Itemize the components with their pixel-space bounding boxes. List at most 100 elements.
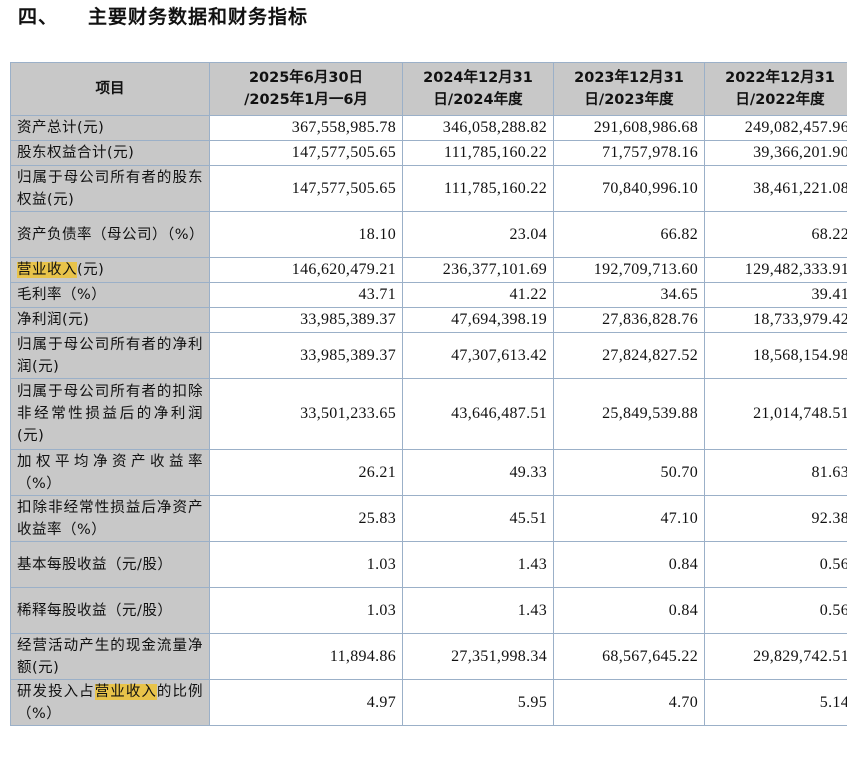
cell-value: 27,824,827.52 [553, 332, 705, 379]
header-item: 项目 [10, 62, 210, 116]
cell-value: 4.70 [553, 679, 705, 726]
table-row: 股东权益合计(元) 147,577,505.65 111,785,160.22 … [10, 140, 847, 166]
cell-value: 0.84 [553, 541, 705, 588]
cell-value: 4.97 [209, 679, 403, 726]
cell-value: 18,568,154.98 [704, 332, 847, 379]
row-label: 营业收入(元) [10, 257, 210, 283]
table-row: 加权平均净资产收益率（%） 26.21 49.33 50.70 81.63 [10, 449, 847, 496]
row-label: 股东权益合计(元) [10, 140, 210, 166]
cell-value: 0.84 [553, 587, 705, 634]
cell-value: 39,366,201.90 [704, 140, 847, 166]
table-row: 研发投入占营业收入的比例（%） 4.97 5.95 4.70 5.14 [10, 679, 847, 726]
row-label: 资产负债率（母公司）（%） [10, 211, 210, 258]
cell-value: 1.43 [402, 541, 554, 588]
cell-value: 21,014,748.51 [704, 378, 847, 450]
table-row: 净利润(元) 33,985,389.37 47,694,398.19 27,83… [10, 307, 847, 333]
cell-value: 47,307,613.42 [402, 332, 554, 379]
cell-value: 43,646,487.51 [402, 378, 554, 450]
section-number: 四、 [18, 6, 59, 28]
row-label: 归属于母公司所有者的扣除非经常性损益后的净利润(元) [10, 378, 210, 450]
cell-value: 23.04 [402, 211, 554, 258]
table-row: 基本每股收益（元/股） 1.03 1.43 0.84 0.56 [10, 541, 847, 588]
highlighted-term: 营业收入 [17, 262, 77, 278]
cell-value: 236,377,101.69 [402, 257, 554, 283]
cell-value: 1.03 [209, 587, 403, 634]
cell-value: 147,577,505.65 [209, 165, 403, 212]
section-title: 主要财务数据和财务指标 [88, 6, 309, 28]
row-label: 研发投入占营业收入的比例（%） [10, 679, 210, 726]
cell-value: 45.51 [402, 495, 554, 542]
table-row: 归属于母公司所有者的净利润(元) 33,985,389.37 47,307,61… [10, 332, 847, 379]
header-2023: 2023年12月31 日/2023年度 [553, 62, 705, 116]
cell-value: 47,694,398.19 [402, 307, 554, 333]
cell-value: 5.95 [402, 679, 554, 726]
cell-value: 27,351,998.34 [402, 633, 554, 680]
cell-value: 1.03 [209, 541, 403, 588]
cell-value: 147,577,505.65 [209, 140, 403, 166]
cell-value: 33,501,233.65 [209, 378, 403, 450]
row-label: 稀释每股收益（元/股） [10, 587, 210, 634]
header-2022: 2022年12月31 日/2022年度 [704, 62, 847, 116]
cell-value: 71,757,978.16 [553, 140, 705, 166]
cell-value: 1.43 [402, 587, 554, 634]
cell-value: 0.56 [704, 587, 847, 634]
cell-value: 346,058,288.82 [402, 115, 554, 141]
cell-value: 27,836,828.76 [553, 307, 705, 333]
cell-value: 47.10 [553, 495, 705, 542]
cell-value: 39.41 [704, 282, 847, 308]
table-row: 营业收入(元) 146,620,479.21 236,377,101.69 19… [10, 257, 847, 283]
table-row: 毛利率（%） 43.71 41.22 34.65 39.41 [10, 282, 847, 308]
cell-value: 18,733,979.42 [704, 307, 847, 333]
financial-data-table: 项目 2025年6月30日 /2025年1月一6月 2024年12月31 日/2… [10, 62, 847, 726]
cell-value: 38,461,221.08 [704, 165, 847, 212]
row-label: 净利润(元) [10, 307, 210, 333]
cell-value: 111,785,160.22 [402, 140, 554, 166]
cell-value: 291,608,986.68 [553, 115, 705, 141]
cell-value: 25.83 [209, 495, 403, 542]
row-label: 基本每股收益（元/股） [10, 541, 210, 588]
table-row: 归属于母公司所有者的股东权益(元) 147,577,505.65 111,785… [10, 165, 847, 212]
table-row: 经营活动产生的现金流量净额(元) 11,894.86 27,351,998.34… [10, 633, 847, 680]
cell-value: 81.63 [704, 449, 847, 496]
header-2025h1: 2025年6月30日 /2025年1月一6月 [209, 62, 403, 116]
cell-value: 43.71 [209, 282, 403, 308]
cell-value: 70,840,996.10 [553, 165, 705, 212]
cell-value: 5.14 [704, 679, 847, 726]
cell-value: 0.56 [704, 541, 847, 588]
cell-value: 33,985,389.37 [209, 332, 403, 379]
cell-value: 11,894.86 [209, 633, 403, 680]
section-heading: 四、 主要财务数据和财务指标 [18, 2, 308, 29]
row-label: 毛利率（%） [10, 282, 210, 308]
cell-value: 249,082,457.96 [704, 115, 847, 141]
cell-value: 26.21 [209, 449, 403, 496]
cell-value: 68,567,645.22 [553, 633, 705, 680]
cell-value: 25,849,539.88 [553, 378, 705, 450]
cell-value: 68.22 [704, 211, 847, 258]
header-2024: 2024年12月31 日/2024年度 [402, 62, 554, 116]
cell-value: 41.22 [402, 282, 554, 308]
cell-value: 129,482,333.91 [704, 257, 847, 283]
table-row: 稀释每股收益（元/股） 1.03 1.43 0.84 0.56 [10, 587, 847, 634]
cell-value: 34.65 [553, 282, 705, 308]
row-label: 扣除非经常性损益后净资产收益率（%） [10, 495, 210, 542]
cell-value: 50.70 [553, 449, 705, 496]
cell-value: 49.33 [402, 449, 554, 496]
table-row: 资产负债率（母公司）（%） 18.10 23.04 66.82 68.22 [10, 211, 847, 258]
cell-value: 367,558,985.78 [209, 115, 403, 141]
row-label: 经营活动产生的现金流量净额(元) [10, 633, 210, 680]
cell-value: 18.10 [209, 211, 403, 258]
cell-value: 111,785,160.22 [402, 165, 554, 212]
cell-value: 146,620,479.21 [209, 257, 403, 283]
row-label: 归属于母公司所有者的净利润(元) [10, 332, 210, 379]
row-label: 归属于母公司所有者的股东权益(元) [10, 165, 210, 212]
table-row: 扣除非经常性损益后净资产收益率（%） 25.83 45.51 47.10 92.… [10, 495, 847, 542]
table-row: 资产总计(元) 367,558,985.78 346,058,288.82 29… [10, 115, 847, 141]
table-header-row: 项目 2025年6月30日 /2025年1月一6月 2024年12月31 日/2… [10, 62, 847, 116]
cell-value: 29,829,742.51 [704, 633, 847, 680]
highlighted-term: 营业收入 [94, 683, 157, 700]
cell-value: 33,985,389.37 [209, 307, 403, 333]
cell-value: 66.82 [553, 211, 705, 258]
cell-value: 192,709,713.60 [553, 257, 705, 283]
table-row: 归属于母公司所有者的扣除非经常性损益后的净利润(元) 33,501,233.65… [10, 378, 847, 450]
row-label: 加权平均净资产收益率（%） [10, 449, 210, 496]
